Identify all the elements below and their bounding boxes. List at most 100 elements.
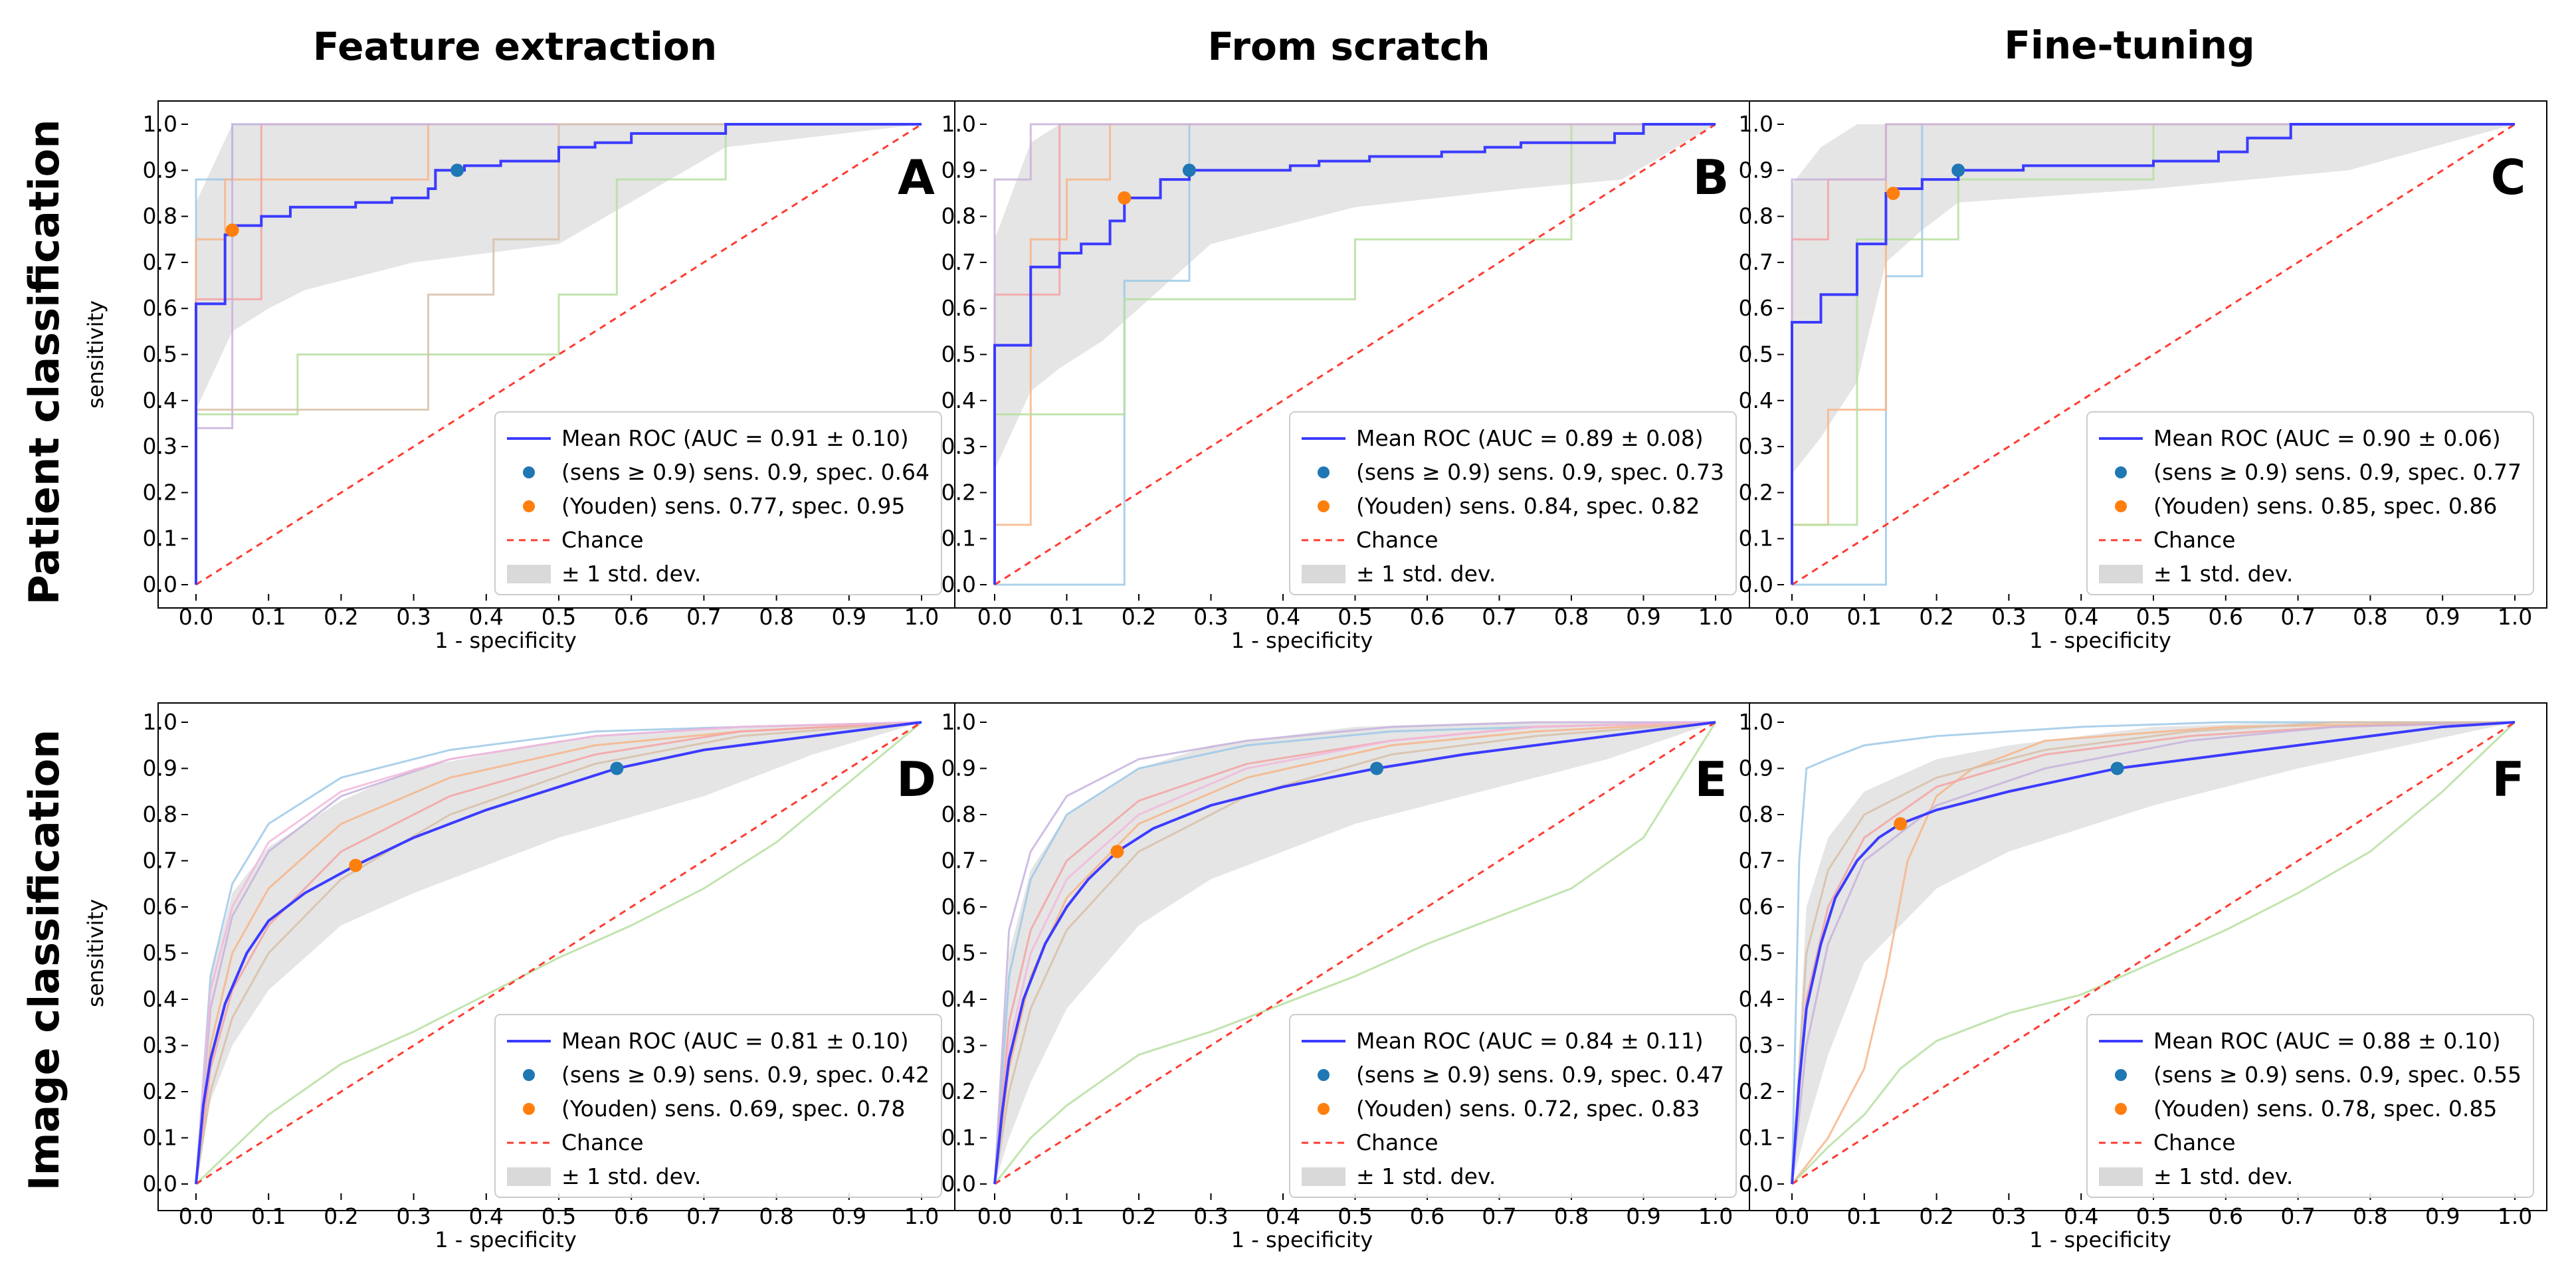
y-tick-label: 0.1 bbox=[143, 526, 177, 551]
y-tick-label: 0.8 bbox=[1739, 801, 1773, 827]
legend-youden-label: (Youden) sens. 0.84, spec. 0.82 bbox=[1356, 493, 1700, 519]
fold-roc-curve bbox=[1791, 721, 2515, 1185]
panel-f: 0.0 0.1 0.2 0.3 0.4 0.5 0.6 0.7 0.8 0.9 1.0 0.0 0.1 0… bbox=[1739, 702, 2547, 1252]
legend-chance-label: Chance bbox=[561, 527, 644, 553]
legend-youden-key bbox=[1318, 500, 1330, 512]
x-axis-label: 1 - specificity bbox=[1231, 628, 1373, 653]
sens-operating-point bbox=[1182, 163, 1196, 177]
y-tick-label: 0.3 bbox=[1739, 433, 1773, 459]
x-tick-label: 0.4 bbox=[2064, 1203, 2098, 1229]
fold-roc-curve bbox=[195, 721, 922, 1185]
legend-mean-label: Mean ROC (AUC = 0.91 ± 0.10) bbox=[561, 425, 909, 451]
x-tick-label: 0.8 bbox=[1554, 1203, 1589, 1229]
fold-roc-curve bbox=[195, 721, 922, 1185]
y-tick-label: 0.6 bbox=[941, 894, 976, 920]
legend-std-label: ± 1 std. dev. bbox=[561, 1163, 701, 1189]
x-tick-label: 1.0 bbox=[2498, 1203, 2532, 1229]
x-tick-label: 1.0 bbox=[1698, 1203, 1733, 1229]
fold-roc-curve bbox=[195, 123, 922, 585]
x-tick-label: 0.5 bbox=[542, 604, 576, 630]
x-axis-label: 1 - specificity bbox=[435, 628, 577, 653]
x-tick-label: 0.2 bbox=[324, 1203, 358, 1229]
legend-youden-key bbox=[523, 500, 535, 512]
legend-std-key bbox=[2099, 565, 2143, 583]
x-tick-label: 0.0 bbox=[1775, 1203, 1809, 1229]
x-tick-label: 0.5 bbox=[2136, 604, 2171, 630]
y-tick-label: 0.9 bbox=[143, 755, 177, 781]
x-tick-label: 0.0 bbox=[179, 604, 213, 630]
std-dev-band bbox=[196, 124, 922, 410]
x-tick-label: 0.8 bbox=[759, 1203, 793, 1229]
y-tick-label: 0.5 bbox=[941, 940, 976, 966]
x-tick-label: 0.1 bbox=[1049, 1203, 1084, 1229]
std-dev-band bbox=[1792, 124, 2515, 474]
y-tick-label: 1.0 bbox=[1739, 709, 1773, 735]
panel-letter: A bbox=[898, 149, 935, 205]
x-tick-label: 0.4 bbox=[1266, 1203, 1300, 1229]
x-tick-label: 0.9 bbox=[832, 604, 866, 630]
x-tick-label: 0.5 bbox=[1338, 1203, 1372, 1229]
legend-youden-key bbox=[523, 1103, 535, 1115]
x-tick-label: 0.7 bbox=[686, 604, 721, 630]
y-tick-label: 0.5 bbox=[1739, 940, 1773, 966]
legend-sens-key bbox=[523, 466, 535, 478]
legend-youden-label: (Youden) sens. 0.69, spec. 0.78 bbox=[561, 1096, 905, 1122]
x-tick-label: 0.9 bbox=[1626, 1203, 1660, 1229]
legend-box bbox=[494, 1014, 942, 1198]
y-tick-label: 0.2 bbox=[941, 479, 976, 505]
legend-sens-label: (sens ≥ 0.9) sens. 0.9, spec. 0.77 bbox=[2153, 459, 2522, 485]
youden-operating-point bbox=[1894, 817, 1908, 831]
legend-youden-key bbox=[1318, 1103, 1330, 1115]
y-tick-label: 0.0 bbox=[143, 571, 177, 597]
panel-c: 0.0 0.1 0.2 0.3 0.4 0.5 0.6 0.7 0.8 0.9 1.0 0.0 0.1 0… bbox=[1739, 100, 2547, 653]
fold-roc-curve bbox=[993, 721, 1716, 1185]
y-tick-label: 0.5 bbox=[941, 342, 976, 367]
panel-letter: D bbox=[896, 751, 936, 807]
y-tick-label: 0.7 bbox=[941, 848, 976, 874]
y-tick-label: 0.2 bbox=[1739, 479, 1773, 505]
y-tick-label: 0.0 bbox=[143, 1171, 177, 1197]
legend-sens-label: (sens ≥ 0.9) sens. 0.9, spec. 0.55 bbox=[2153, 1062, 2522, 1088]
y-tick-label: 0.4 bbox=[941, 387, 976, 413]
x-tick-label: 0.0 bbox=[977, 1203, 1012, 1229]
y-tick-label: 0.9 bbox=[1739, 755, 1773, 781]
legend-mean-label: Mean ROC (AUC = 0.84 ± 0.11) bbox=[1356, 1028, 1704, 1054]
y-tick-label: 0.6 bbox=[1739, 894, 1773, 920]
legend-mean-label: Mean ROC (AUC = 0.90 ± 0.06) bbox=[2153, 425, 2501, 451]
y-tick-label: 0.6 bbox=[143, 894, 177, 920]
x-tick-label: 0.1 bbox=[251, 604, 286, 630]
y-tick-label: 1.0 bbox=[1739, 111, 1773, 137]
x-axis-label: 1 - specificity bbox=[1231, 1227, 1373, 1252]
fold-roc-curve bbox=[993, 721, 1716, 1185]
y-tick-label: 0.5 bbox=[143, 940, 177, 966]
x-tick-label: 0.4 bbox=[1266, 604, 1300, 630]
fold-roc-curve bbox=[993, 722, 1717, 1185]
legend-sens-key bbox=[2115, 466, 2127, 478]
x-tick-label: 0.3 bbox=[1991, 1203, 2026, 1229]
y-tick-label: 0.2 bbox=[143, 1078, 177, 1104]
x-axis-label: 1 - specificity bbox=[435, 1227, 577, 1252]
legend-std-label: ± 1 std. dev. bbox=[561, 561, 701, 587]
legend-std-label: ± 1 std. dev. bbox=[2153, 561, 2293, 587]
fold-roc-curve bbox=[993, 721, 1716, 1185]
y-tick-label: 1.0 bbox=[941, 111, 976, 137]
fold-roc-curve bbox=[1791, 721, 2515, 1185]
mean-roc-curve bbox=[993, 721, 1716, 1185]
y-tick-label: 0.9 bbox=[1739, 157, 1773, 183]
youden-operating-point bbox=[1110, 844, 1124, 858]
x-tick-label: 0.3 bbox=[1193, 1203, 1228, 1229]
x-tick-label: 0.8 bbox=[2353, 604, 2387, 630]
legend-std-label: ± 1 std. dev. bbox=[1356, 1163, 1496, 1189]
y-tick-label: 0.3 bbox=[143, 433, 177, 459]
y-tick-label: 0.4 bbox=[1739, 986, 1773, 1012]
x-axis-label: 1 - specificity bbox=[2029, 628, 2171, 653]
y-tick-label: 0.7 bbox=[1739, 249, 1773, 275]
sens-operating-point bbox=[2110, 761, 2124, 775]
y-tick-label: 0.6 bbox=[143, 295, 177, 321]
column-title-from-scratch: From scratch bbox=[1207, 24, 1490, 69]
x-tick-label: 0.4 bbox=[469, 604, 504, 630]
y-axis-label: sensitivity bbox=[83, 899, 108, 1007]
y-tick-label: 0.0 bbox=[941, 571, 976, 597]
panel-a: 0.0 0.1 0.2 0.3 0.4 0.5 0.6 0.7 0.8 0.9 1.0 0.0 0.1 0… bbox=[83, 100, 955, 653]
y-tick-label: 0.2 bbox=[143, 479, 177, 505]
